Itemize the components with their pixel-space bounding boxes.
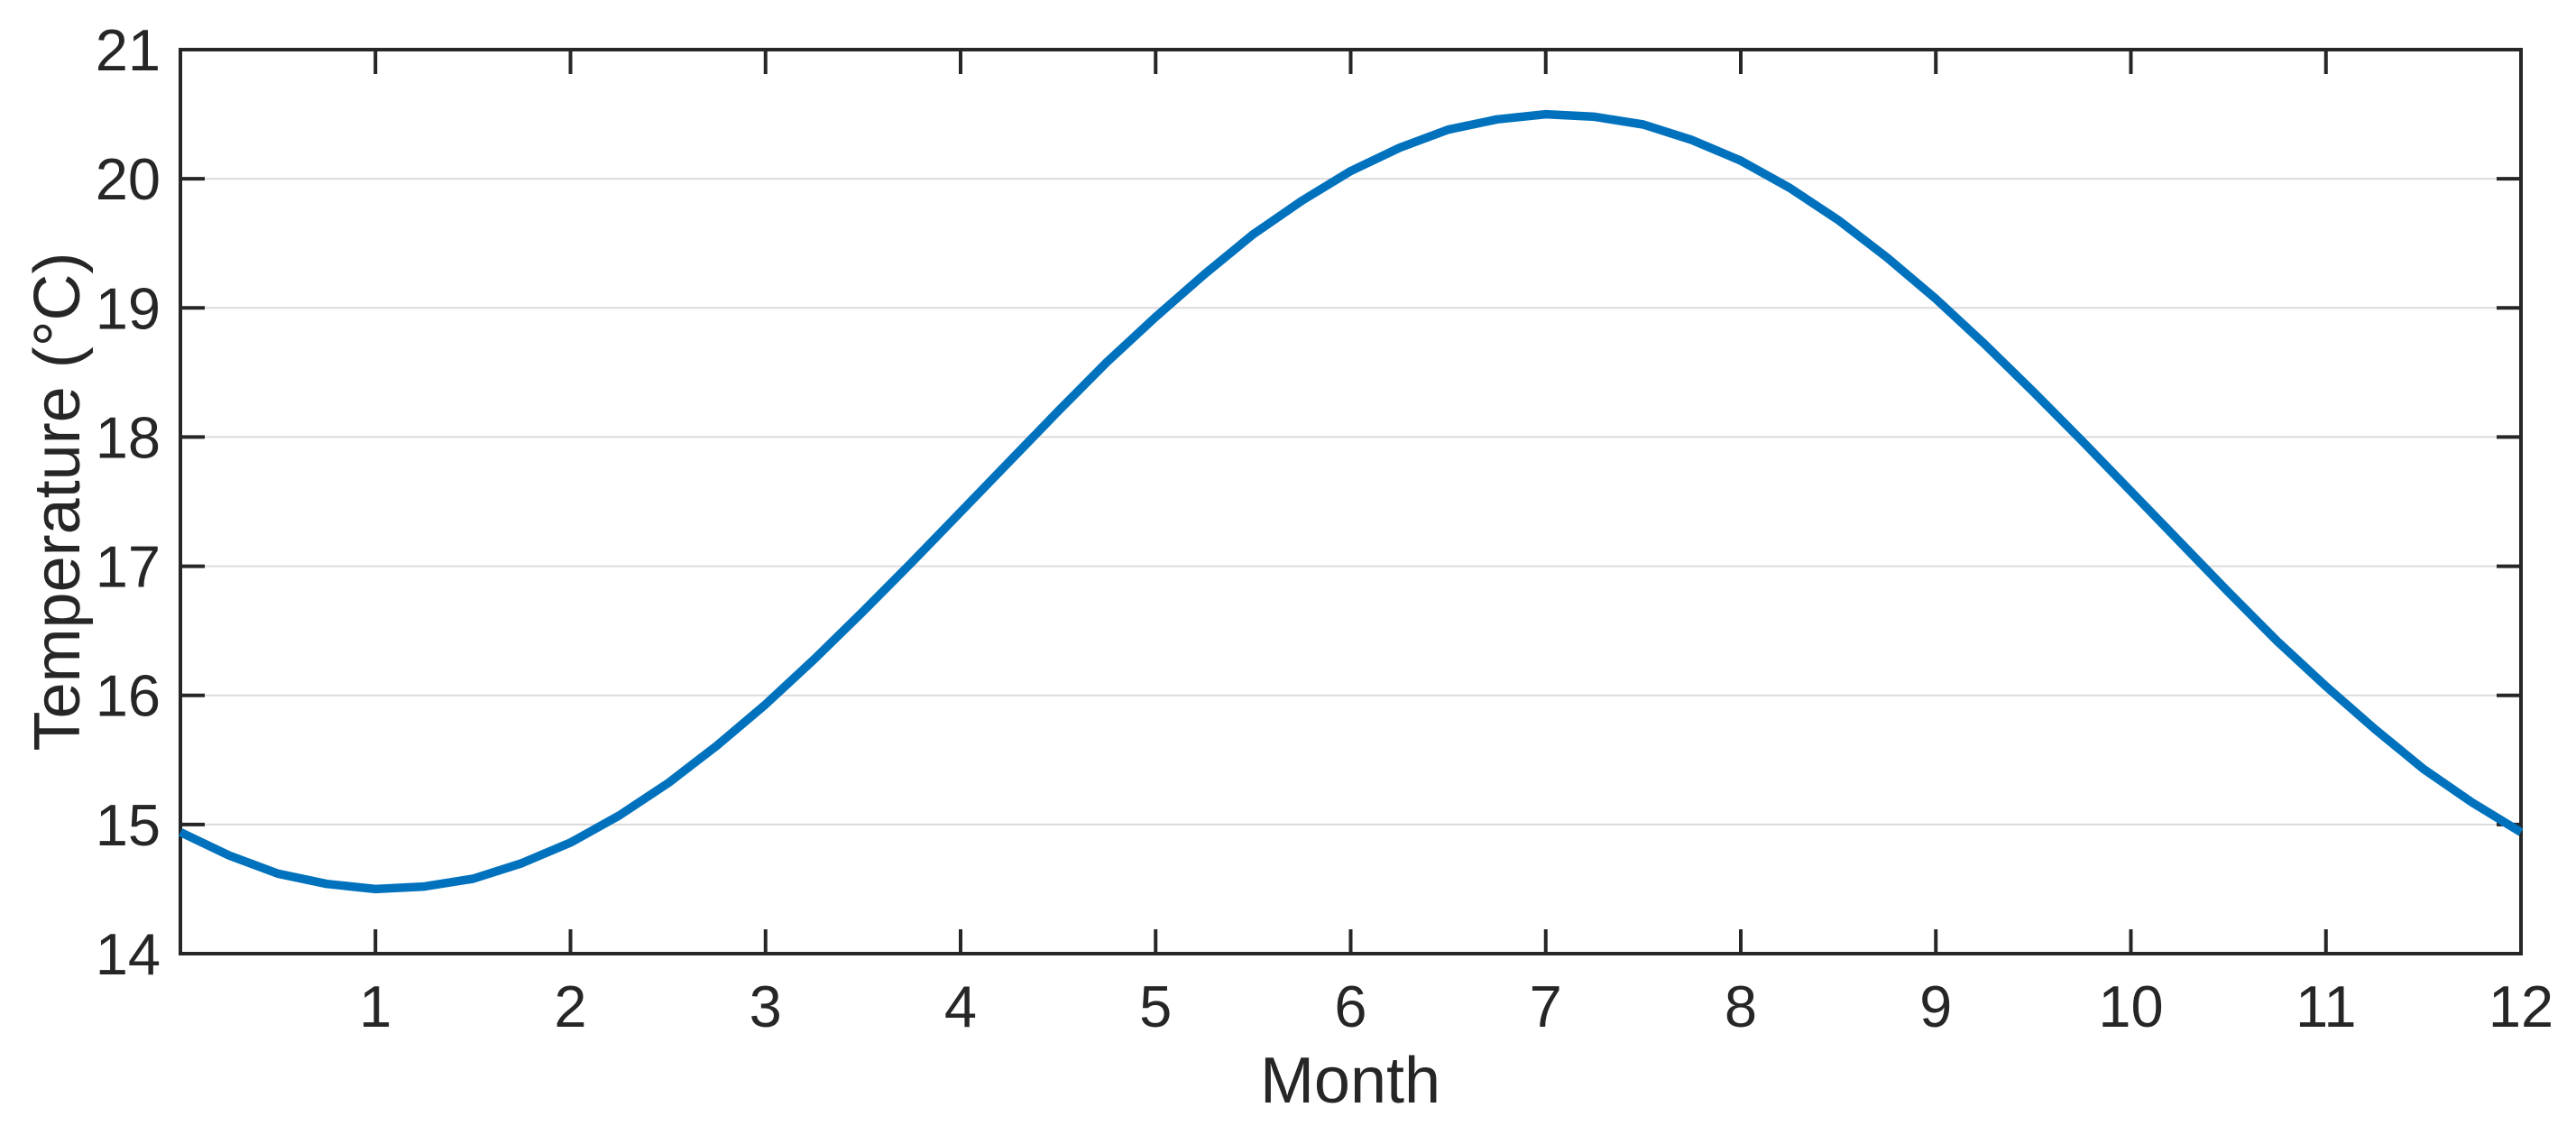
x-tick-label: 3 (750, 974, 782, 1039)
temperature-line (178, 109, 2524, 894)
x-axis-label: Month (1260, 1045, 1440, 1117)
y-tick-label: 19 (96, 275, 161, 341)
x-tick-label: 4 (944, 974, 977, 1039)
x-tick-label: 11 (2295, 974, 2356, 1039)
y-tick-label: 17 (96, 534, 161, 600)
x-tick-label: 5 (1139, 974, 1172, 1039)
temperature-series (178, 109, 2524, 894)
plot-border-box (179, 48, 2523, 955)
x-tick-label: 2 (554, 974, 586, 1039)
x-tick-label: 9 (1919, 974, 1952, 1039)
plot-border (179, 48, 2523, 955)
y-tick-label: 16 (96, 663, 161, 729)
axis-ticks (180, 48, 2523, 955)
x-tick-label: 1 (359, 974, 391, 1039)
x-tick-label: 10 (2098, 974, 2163, 1039)
y-tick-label: 18 (96, 404, 161, 470)
y-gridlines (180, 178, 2521, 826)
x-tick-label: 6 (1334, 974, 1366, 1039)
y-tick-label: 21 (96, 17, 161, 83)
y-tick-label: 14 (96, 921, 161, 987)
y-tick-label: 15 (96, 792, 161, 858)
x-tick-label: 7 (1530, 974, 1562, 1039)
x-tick-label: 12 (2489, 974, 2553, 1039)
y-tick-label: 20 (96, 146, 161, 212)
y-axis-label: Temperature (°C) (22, 253, 94, 752)
x-tick-label: 8 (1725, 974, 1757, 1039)
